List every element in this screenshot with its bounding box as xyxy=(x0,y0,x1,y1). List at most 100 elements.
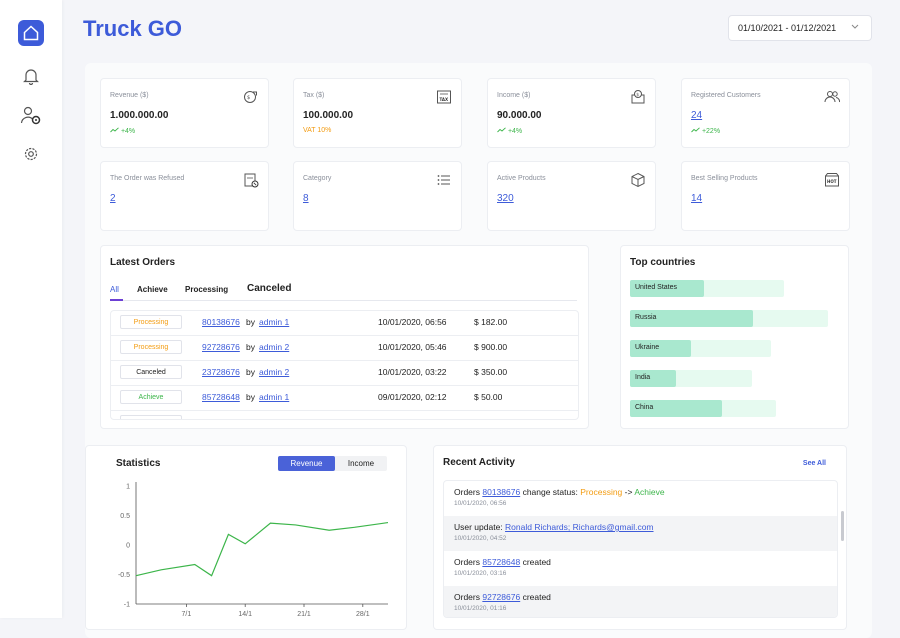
order-by-label: by xyxy=(246,392,255,402)
order-date: 09/01/2020, 02:12 xyxy=(378,392,447,402)
admin-link[interactable]: admin 1 xyxy=(259,392,290,402)
stat-card-tax: Tax ($) 100.000.00 VAT 10% TAX xyxy=(293,78,462,148)
statistics-title: Statistics xyxy=(116,458,161,469)
top-countries-panel: Top countries United States Russia Ukrai… xyxy=(620,245,849,429)
trend-up-icon xyxy=(691,127,700,133)
x-tick-label: 14/1 xyxy=(238,611,252,618)
stat-card-active-products: Active Products 320 xyxy=(487,161,656,231)
stat-value-link[interactable]: 2 xyxy=(110,193,116,204)
admin-link[interactable]: admin 2 xyxy=(259,342,290,352)
toggle-income[interactable]: Income xyxy=(347,459,375,468)
order-price: $ 350.00 xyxy=(474,367,508,377)
date-range-picker[interactable]: 01/10/2021 - 01/12/2021 xyxy=(728,15,872,41)
stat-change: VAT 10% xyxy=(303,127,332,134)
order-tabs: All Achieve Processing Canceled xyxy=(110,283,577,301)
status-to: Achieve xyxy=(634,487,665,497)
order-price: $ 900.00 xyxy=(474,342,508,352)
activity-time: 10/01/2020, 01:16 xyxy=(454,605,507,612)
stat-label: Active Products xyxy=(497,175,546,182)
bell-icon[interactable] xyxy=(18,63,44,89)
stat-change: +22% xyxy=(691,127,720,135)
y-tick-label: 0 xyxy=(126,543,130,550)
stat-card-category: Category 8 xyxy=(293,161,462,231)
user-settings-icon[interactable] xyxy=(18,103,44,129)
stat-label: The Order was Refused xyxy=(110,175,185,182)
status-badge: Canceled xyxy=(120,365,182,379)
latest-orders-panel: Latest Orders All Achieve Processing Can… xyxy=(100,245,589,429)
stat-label: Tax ($) xyxy=(303,92,325,99)
active-tab-indicator xyxy=(110,299,123,301)
hot-product-icon: HOT xyxy=(825,173,839,187)
country-bar: India xyxy=(630,370,752,387)
scrollbar[interactable] xyxy=(841,511,844,541)
trend-up-icon xyxy=(497,127,506,133)
activity-time: 10/01/2020, 06:56 xyxy=(454,500,507,507)
status-badge: Processing xyxy=(120,315,182,329)
stat-value: 90.000.00 xyxy=(497,110,542,121)
svg-text:TAX: TAX xyxy=(440,97,449,102)
table-row[interactable]: Canceled 23728676 by admin 2 10/01/2020,… xyxy=(111,361,578,386)
table-row[interactable]: Processing 92728676 by admin 2 10/01/202… xyxy=(111,336,578,361)
home-icon[interactable] xyxy=(18,20,44,46)
stat-change: +4% xyxy=(497,127,522,135)
user-link[interactable]: Ronald Richards; Richards@gmail.com xyxy=(505,522,654,532)
tab-achieve[interactable]: Achieve xyxy=(137,285,168,294)
stat-card-customers: Registered Customers 24 +22% xyxy=(681,78,850,148)
toggle-revenue[interactable]: Revenue xyxy=(278,456,335,471)
stat-label: Category xyxy=(303,175,332,182)
order-id-link[interactable]: 80138676 xyxy=(482,487,521,497)
order-id-link[interactable]: 85728648 xyxy=(202,392,240,402)
stat-card-revenue: Revenue ($) 1.000.000.00 +4% $ xyxy=(100,78,269,148)
brand-title: Truck GO xyxy=(83,16,183,41)
table-row[interactable]: Processing 80138676 by admin 1 10/01/202… xyxy=(111,311,578,336)
order-id-link[interactable]: 85728648 xyxy=(482,557,521,567)
svg-text:$: $ xyxy=(247,95,250,101)
order-id-link[interactable]: 92728676 xyxy=(482,592,521,602)
date-range-value: 01/10/2021 - 01/12/2021 xyxy=(738,23,837,33)
svg-text:HOT: HOT xyxy=(827,179,837,184)
recent-activity-panel: Recent Activity See All Orders 80138676 … xyxy=(433,445,847,630)
see-all-link[interactable]: See All xyxy=(802,460,826,467)
country-name: China xyxy=(635,404,654,411)
country-bar: Ukraine xyxy=(630,340,771,357)
series-line xyxy=(135,521,389,577)
stat-card-income: Income ($) 90.000.00 +4% $ xyxy=(487,78,656,148)
stat-value: 100.000.00 xyxy=(303,110,354,121)
stat-card-refused-orders: The Order was Refused 2 xyxy=(100,161,269,231)
latest-orders-title: Latest Orders xyxy=(110,257,176,268)
svg-text:$: $ xyxy=(636,92,639,98)
tab-canceled[interactable]: Canceled xyxy=(247,283,292,294)
order-id-link[interactable]: 23728676 xyxy=(202,367,240,377)
order-by-label: by xyxy=(246,367,255,377)
stat-change: +4% xyxy=(110,127,135,135)
stat-value-link[interactable]: 14 xyxy=(691,193,703,204)
order-by-label: by xyxy=(246,317,255,327)
admin-link[interactable]: admin 2 xyxy=(259,367,290,377)
y-tick-label: 1 xyxy=(126,484,130,491)
table-row[interactable]: Achieve 85728648 by admin 1 09/01/2020, … xyxy=(111,386,578,411)
stat-value-link[interactable]: 24 xyxy=(691,110,703,121)
table-row-partial xyxy=(111,411,578,419)
list-item: User update: Ronald Richards; Richards@g… xyxy=(444,516,837,551)
income-icon: $ xyxy=(631,90,645,104)
stat-value: 1.000.000.00 xyxy=(110,110,169,121)
stat-label: Best Selling Products xyxy=(691,175,758,182)
admin-link[interactable]: admin 1 xyxy=(259,317,290,327)
activity-time: 10/01/2020, 03:16 xyxy=(454,570,507,577)
statistics-line-chart: 1 0.5 0 -0.5 -1 7/1 14/1 21/1 28/1 xyxy=(118,482,389,618)
stat-value-link[interactable]: 320 xyxy=(497,193,514,204)
x-tick-label: 21/1 xyxy=(297,611,311,618)
order-price: $ 50.00 xyxy=(474,392,503,402)
stat-value-link[interactable]: 8 xyxy=(303,193,309,204)
country-bar: Russia xyxy=(630,310,828,327)
order-id-link[interactable]: 92728676 xyxy=(202,342,240,352)
gear-icon[interactable] xyxy=(18,141,44,167)
activity-list: Orders 80138676 change status: Processin… xyxy=(443,480,838,618)
activity-time: 10/01/2020, 04:52 xyxy=(454,535,507,542)
tab-all[interactable]: All xyxy=(110,285,119,294)
top-countries-title: Top countries xyxy=(630,257,696,268)
tab-processing[interactable]: Processing xyxy=(185,285,229,294)
order-id-link[interactable]: 80138676 xyxy=(202,317,240,327)
list-item: Orders 85728648 created 10/01/2020, 03:1… xyxy=(444,551,837,586)
country-name: United States xyxy=(635,284,678,291)
